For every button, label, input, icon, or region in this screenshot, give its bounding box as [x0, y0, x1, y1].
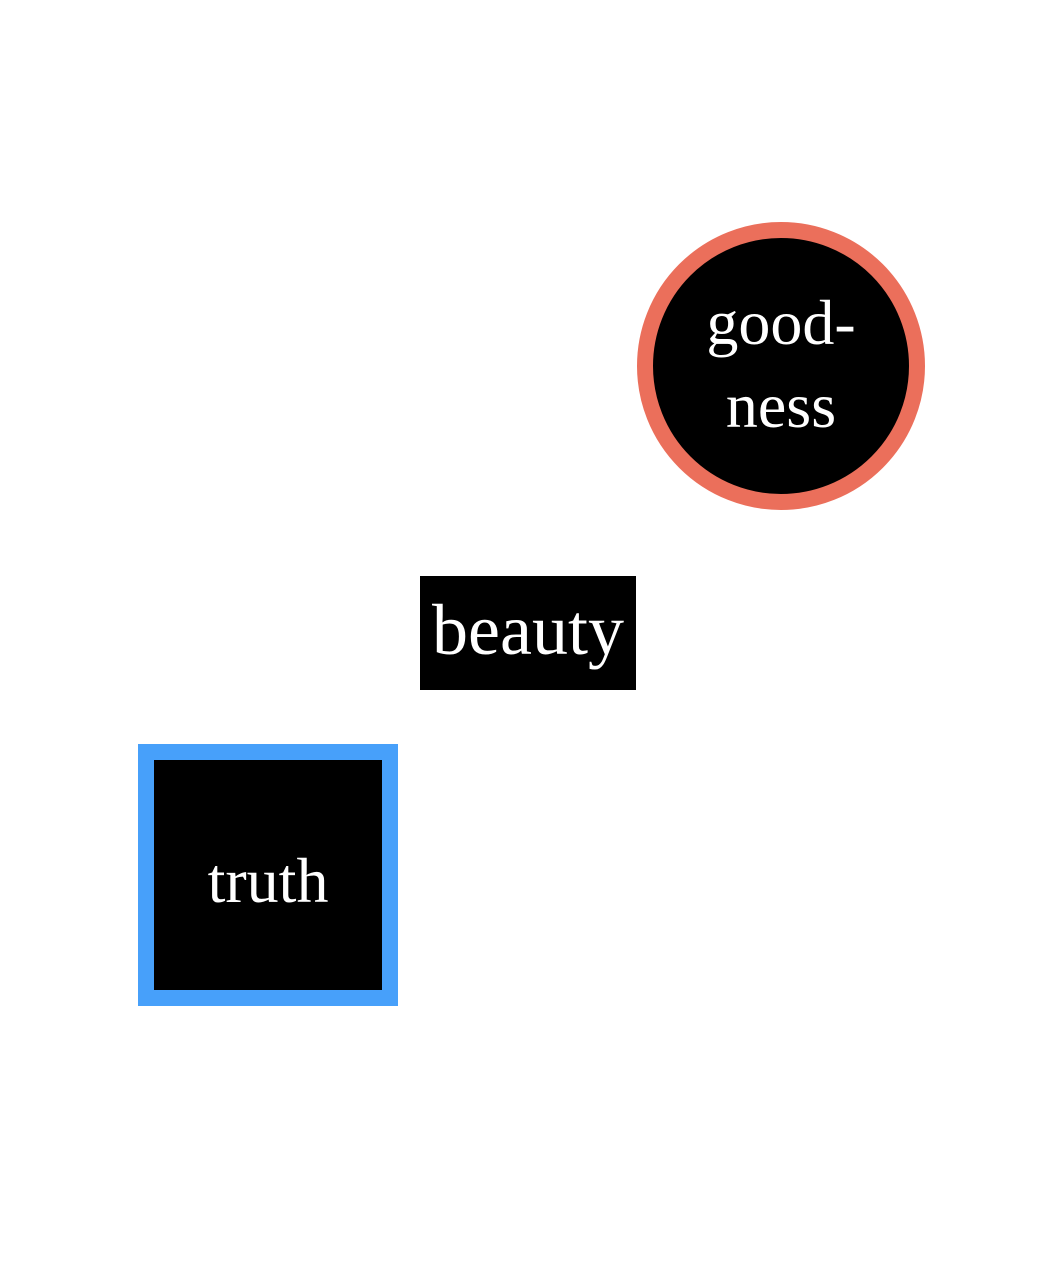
goodness-circle: good- ness [637, 222, 925, 510]
goodness-label-line-1: good- [706, 286, 856, 358]
goodness-label: good- ness [706, 281, 855, 447]
beauty-box: beauty [420, 576, 636, 690]
truth-square: truth [138, 744, 398, 1006]
goodness-label-line-2: ness [725, 370, 837, 441]
beauty-label: beauty [432, 590, 624, 670]
truth-label: truth [207, 845, 329, 916]
